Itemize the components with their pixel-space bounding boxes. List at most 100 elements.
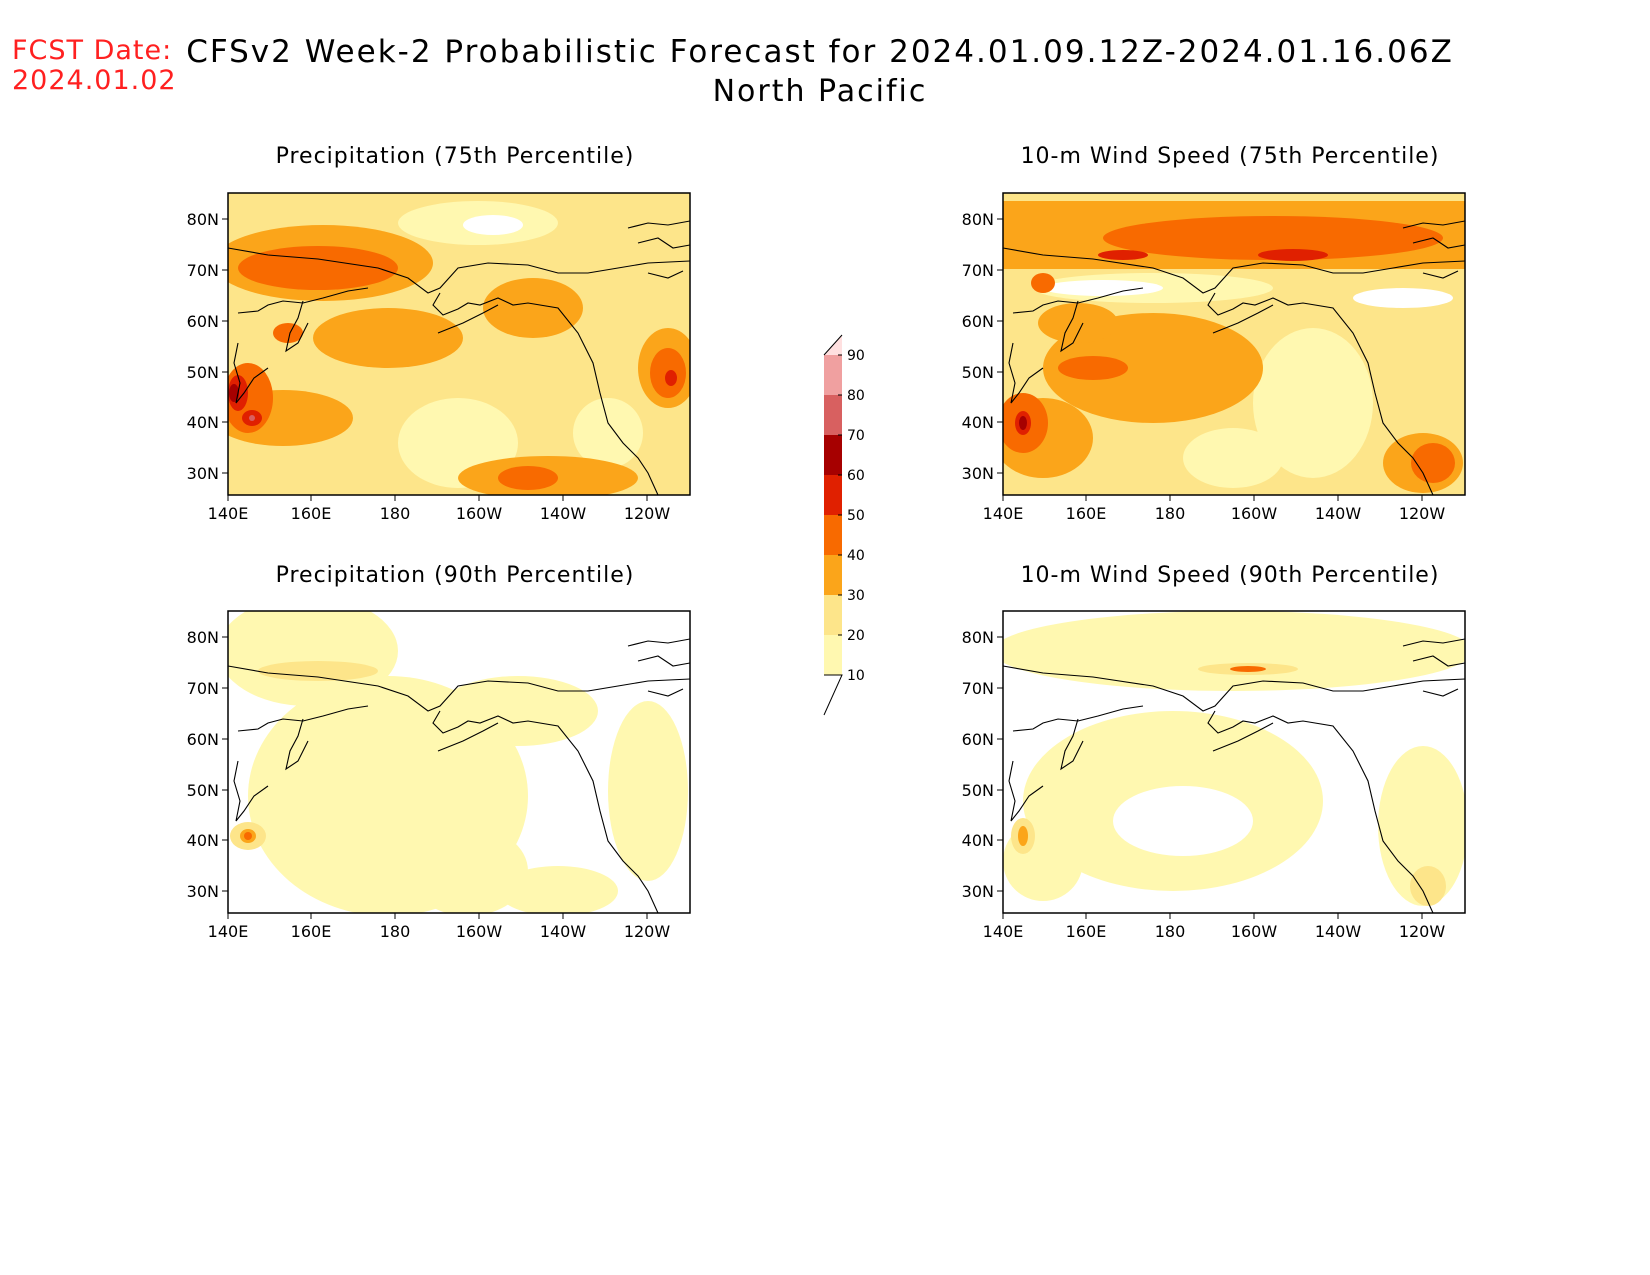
lat-tick-label: 40N	[962, 831, 994, 850]
colorbar-bin	[824, 555, 842, 595]
lat-tick-label: 80N	[187, 628, 219, 647]
contour-region	[1038, 303, 1118, 343]
map-frame	[227, 610, 691, 914]
coastline	[1060, 718, 1084, 771]
lon-tick-label: 140W	[1315, 922, 1362, 941]
colorbar-bin	[824, 595, 842, 635]
coastline	[1012, 287, 1144, 314]
lon-tick-label: 140W	[540, 504, 587, 523]
contour-region	[1003, 611, 1465, 691]
coastline	[233, 760, 269, 822]
lon-tick-label: 160W	[456, 504, 503, 523]
coastline	[1402, 638, 1465, 647]
contour-region	[1353, 288, 1453, 308]
colorbar-bin	[824, 395, 842, 435]
contour-region	[608, 701, 688, 881]
lon-tick-label: 180	[1155, 922, 1186, 941]
map-frame	[1002, 610, 1466, 914]
page-subtitle: North Pacific	[712, 74, 928, 109]
colorbar-bin	[824, 515, 842, 555]
colorbar-label: 40	[847, 548, 865, 564]
lon-tick-label: 140E	[983, 922, 1024, 941]
colorbar-label: 30	[847, 588, 865, 604]
colorbar-bin	[824, 355, 842, 395]
colorbar-label: 60	[847, 468, 865, 484]
lat-tick-label: 40N	[187, 413, 219, 432]
map-panel-wind-90: 140E 160E 180 160W 140W 120W 80N 70N 60N 50N 40N 30…	[962, 610, 1466, 941]
contour-region	[1183, 428, 1283, 488]
colorbar-label: 10	[847, 668, 865, 684]
contour-region	[1253, 328, 1373, 478]
coastline	[237, 287, 369, 314]
contour-region	[1258, 249, 1328, 261]
forecast-date-label: FCST Date:	[12, 35, 173, 66]
contour-region	[498, 866, 618, 913]
coastline	[1008, 760, 1044, 822]
lon-tick-label: 120W	[624, 504, 671, 523]
contour-region	[1018, 826, 1028, 846]
lon-tick-label: 140W	[1315, 504, 1362, 523]
lat-tick-label: 60N	[187, 312, 219, 331]
lon-tick-label: 160E	[1066, 922, 1107, 941]
coastline	[1207, 292, 1434, 495]
colorbar: 10 20 30 40 50 60 70 80 90	[823, 334, 865, 716]
panel-title-precip-75: Precipitation (75th Percentile)	[275, 144, 635, 169]
colorbar-bin	[824, 475, 842, 515]
coastline	[1212, 304, 1274, 334]
contour-region	[229, 384, 239, 402]
coastline	[285, 718, 309, 771]
lon-tick-label: 160W	[456, 922, 503, 941]
contour-region	[438, 676, 598, 746]
contour-region	[463, 215, 523, 235]
contour-region	[313, 308, 463, 368]
lon-tick-label: 120W	[1399, 922, 1446, 941]
contour-region	[498, 466, 558, 490]
lat-tick-label: 80N	[962, 210, 994, 229]
contour-region	[258, 661, 378, 681]
coastline	[1212, 722, 1274, 752]
coastline	[1012, 705, 1144, 732]
contour-region	[1019, 416, 1027, 430]
lat-tick-label: 30N	[962, 464, 994, 483]
colorbar-label: 20	[847, 628, 865, 644]
lat-tick-label: 40N	[962, 413, 994, 432]
lon-tick-label: 180	[380, 922, 411, 941]
map-panel-wind-75: 140E 160E 180 160W 140W 120W 80N 70N 60N 50N 40N 30…	[962, 192, 1466, 523]
page-title: CFSv2 Week-2 Probabilistic Forecast for …	[186, 34, 1454, 70]
coastline	[1008, 342, 1044, 404]
lon-tick-label: 160E	[1066, 504, 1107, 523]
lon-tick-label: 180	[380, 504, 411, 523]
colorbar-label: 50	[847, 508, 865, 524]
lon-tick-label: 160W	[1231, 922, 1278, 941]
panel-title-wind-75: 10-m Wind Speed (75th Percentile)	[1020, 144, 1440, 169]
contour-region	[665, 370, 677, 386]
coastline	[637, 655, 690, 667]
lat-tick-label: 30N	[187, 882, 219, 901]
lat-tick-label: 70N	[962, 261, 994, 280]
coastline	[627, 220, 690, 229]
contour-region	[1058, 356, 1128, 380]
lat-tick-label: 40N	[187, 831, 219, 850]
contour-region	[1411, 443, 1455, 483]
colorbar-bin	[824, 435, 842, 475]
contour-region	[238, 246, 398, 290]
contour-region	[408, 826, 528, 913]
lat-tick-label: 50N	[962, 363, 994, 382]
lon-tick-label: 140E	[208, 504, 249, 523]
map-frame	[1002, 192, 1466, 496]
coastline	[1060, 300, 1084, 353]
lat-tick-label: 50N	[187, 363, 219, 382]
contour-region	[1043, 280, 1163, 296]
contour-region	[573, 398, 643, 468]
contour-region	[1098, 250, 1148, 260]
lat-tick-label: 50N	[187, 781, 219, 800]
lon-tick-label: 120W	[624, 922, 671, 941]
coastline	[647, 270, 684, 279]
lon-tick-label: 120W	[1399, 504, 1446, 523]
colorbar-label: 80	[847, 388, 865, 404]
contour-region	[1043, 313, 1263, 423]
coastline	[432, 710, 659, 913]
lat-tick-label: 30N	[187, 464, 219, 483]
map-panel-precip-90: 140E 160E 180 160W 140W 120W 80N 70N 60N 50N 40N 30…	[187, 610, 691, 941]
coastline	[285, 300, 309, 353]
